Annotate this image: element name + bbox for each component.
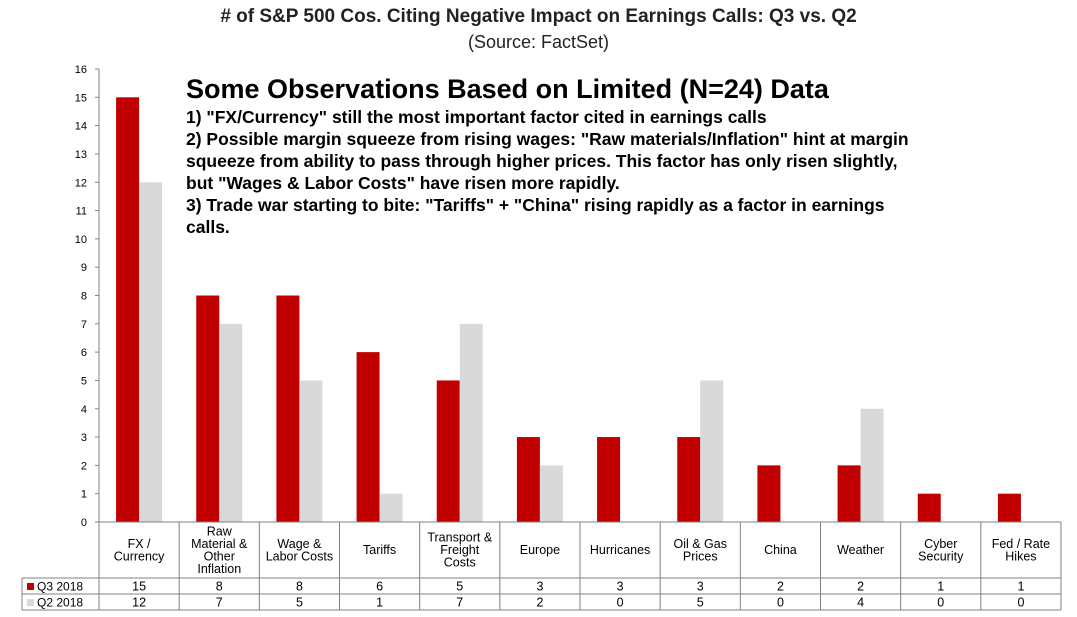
observations-heading: Some Observations Based on Limited (N=24…	[186, 74, 829, 104]
legend-label: Q2 2018	[37, 596, 83, 610]
data-label: 7	[456, 596, 463, 610]
data-label: 0	[777, 596, 784, 610]
category-label: Wage & Labor Costs	[266, 537, 333, 564]
bar-q3	[837, 465, 861, 522]
category-label: Oil & Gas Prices	[674, 537, 728, 564]
bar-q3	[677, 437, 701, 522]
y-tick-label: 16	[75, 64, 87, 76]
bar-q2	[219, 323, 243, 522]
data-label: 12	[132, 596, 146, 610]
bar-q2	[139, 182, 163, 522]
category-label: Weather	[837, 543, 884, 557]
data-label: 2	[857, 580, 864, 594]
bar-q3	[917, 493, 941, 522]
chart-title: # of S&P 500 Cos. Citing Negative Impact…	[220, 6, 857, 27]
y-tick-label: 13	[75, 149, 87, 161]
legend-swatch	[27, 599, 34, 606]
data-label: 1	[376, 596, 383, 610]
y-tick-label: 0	[81, 517, 87, 529]
bar-q3	[196, 295, 220, 522]
category-label: FX / Currency	[114, 537, 165, 564]
category-label: Europe	[520, 543, 560, 557]
y-tick-label: 8	[81, 291, 87, 303]
y-tick-label: 1	[81, 489, 87, 501]
y-tick-label: 12	[75, 177, 87, 189]
observation-line: calls.	[186, 217, 230, 237]
data-label: 15	[132, 580, 146, 594]
observation-line: 3) Trade war starting to bite: "Tariffs"…	[186, 195, 885, 215]
bar-q3	[757, 465, 781, 522]
y-tick-label: 6	[81, 347, 87, 359]
data-label: 1	[937, 580, 944, 594]
category-label: Cyber Security	[918, 537, 964, 564]
bar-q3	[516, 437, 540, 522]
data-label: 1	[1017, 580, 1024, 594]
category-label: Hurricanes	[590, 543, 650, 557]
y-tick-label: 9	[81, 262, 87, 274]
data-label: 0	[937, 596, 944, 610]
bar-q3	[276, 295, 300, 522]
y-tick-label: 2	[81, 460, 87, 472]
data-label: 5	[456, 580, 463, 594]
data-label: 0	[617, 596, 624, 610]
bar-q3	[116, 97, 140, 522]
bar-q3	[597, 437, 621, 522]
bar-q3	[436, 380, 460, 522]
bar-q2	[379, 493, 403, 522]
y-tick-label: 10	[75, 234, 87, 246]
bar-q2	[700, 380, 724, 522]
y-tick-label: 14	[75, 121, 87, 133]
observation-line: but "Wages & Labor Costs" have risen mor…	[186, 173, 620, 193]
bar-q2	[860, 408, 884, 522]
legend-swatch	[27, 583, 34, 590]
legend-label: Q3 2018	[37, 580, 83, 594]
observations-box: Some Observations Based on Limited (N=24…	[186, 72, 1066, 238]
category-label: China	[764, 543, 797, 557]
observation-line: 2) Possible margin squeeze from rising w…	[186, 129, 909, 149]
data-label: 8	[216, 580, 223, 594]
y-tick-label: 4	[81, 404, 87, 416]
observation-line: squeeze from ability to pass through hig…	[186, 151, 898, 171]
data-label: 8	[296, 580, 303, 594]
bar-q2	[459, 323, 483, 522]
data-label: 0	[1017, 596, 1024, 610]
chart-subtitle: (Source: FactSet)	[467, 32, 610, 52]
bar-q2	[539, 465, 563, 522]
bar-q2	[299, 380, 323, 522]
category-label: Raw Material & Other Inflation	[191, 524, 248, 576]
category-label: Fed / Rate Hikes	[992, 537, 1050, 564]
y-tick-label: 3	[81, 432, 87, 444]
y-tick-label: 5	[81, 375, 87, 387]
data-label: 3	[536, 580, 543, 594]
data-label: 3	[617, 580, 624, 594]
observation-line: 1) "FX/Currency" still the most importan…	[186, 107, 767, 127]
data-label: 7	[216, 596, 223, 610]
y-tick-label: 7	[81, 319, 87, 331]
data-label: 5	[697, 596, 704, 610]
data-label: 2	[536, 596, 543, 610]
data-label: 6	[376, 580, 383, 594]
data-label: 5	[296, 596, 303, 610]
data-label: 3	[697, 580, 704, 594]
y-tick-label: 11	[76, 206, 87, 218]
data-label: 2	[777, 580, 784, 594]
category-label: Tariffs	[363, 543, 396, 557]
y-tick-label: 15	[75, 92, 87, 104]
category-label: Transport & Freight Costs	[427, 531, 493, 570]
bar-q3	[997, 493, 1021, 522]
data-label: 4	[857, 596, 864, 610]
bar-q3	[356, 352, 380, 522]
